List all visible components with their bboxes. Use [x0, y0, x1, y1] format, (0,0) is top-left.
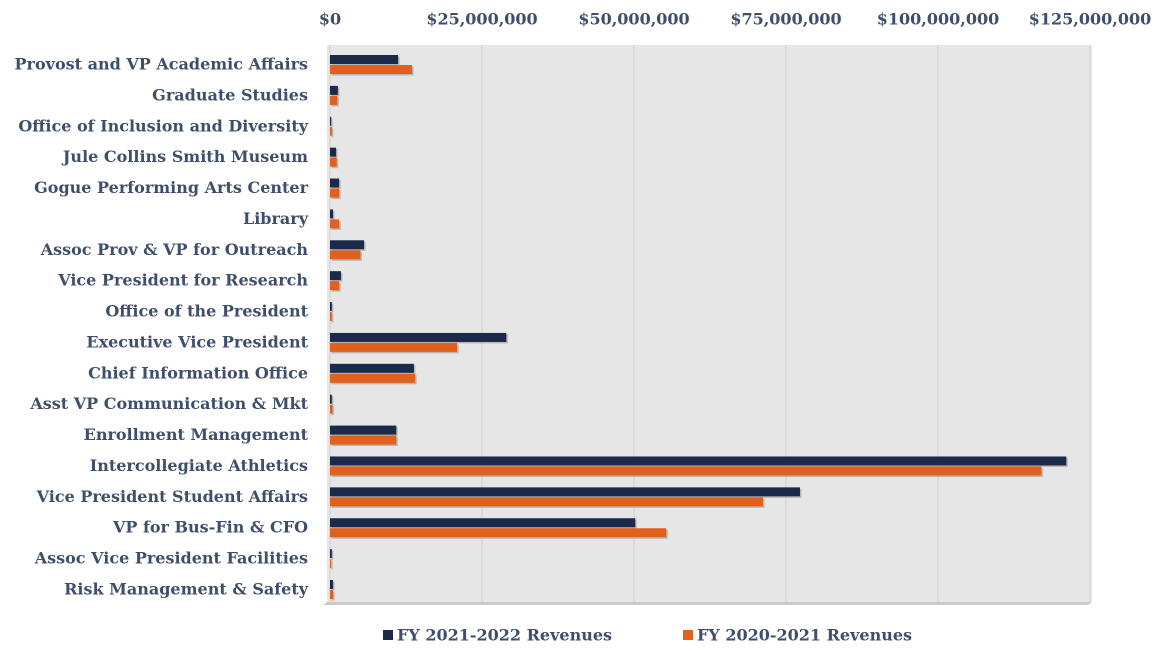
legend-label: FY 2020-2021 Revenues	[697, 626, 912, 645]
y-tick-label: Library	[243, 209, 309, 228]
bar	[330, 342, 458, 352]
plot-floor	[323, 602, 1092, 605]
y-tick-label: Asst VP Communication & Mkt	[29, 394, 308, 413]
bar	[330, 466, 1042, 476]
bar	[330, 157, 337, 167]
bar-shadow	[331, 313, 334, 323]
bar	[330, 404, 333, 414]
bar	[330, 373, 416, 383]
x-tick-label: $100,000,000	[877, 10, 999, 29]
legend-label: FY 2021-2022 Revenues	[397, 626, 612, 645]
bar	[330, 281, 340, 291]
x-tick-label: $25,000,000	[426, 10, 537, 29]
y-tick-label: Chief Information Office	[88, 363, 308, 382]
y-tick-label: Jule Collins Smith Museum	[61, 147, 308, 166]
x-tick-label: $50,000,000	[578, 10, 689, 29]
bar	[330, 240, 365, 250]
y-tick-label: Gogue Performing Arts Center	[34, 178, 308, 197]
bar	[330, 518, 636, 528]
bar	[330, 302, 332, 312]
bar	[330, 209, 334, 219]
y-tick-label: Enrollment Management	[84, 425, 309, 444]
bar	[330, 580, 334, 589]
y-tick-label: Graduate Studies	[152, 85, 308, 104]
bar-shadow	[331, 550, 334, 560]
bar	[330, 271, 341, 281]
bar	[330, 65, 413, 74]
bar	[330, 147, 337, 157]
bar	[330, 456, 1067, 466]
bar	[330, 394, 332, 404]
x-tick-label: $125,000,000	[1029, 10, 1151, 29]
bar	[330, 178, 340, 188]
y-tick-label: Intercollegiate Athletics	[90, 456, 308, 475]
y-tick-label: Risk Management & Safety	[64, 580, 309, 599]
y-tick-label: Office of the President	[105, 302, 308, 321]
bar	[330, 219, 340, 229]
bar	[330, 435, 397, 445]
y-tick-label: VP for Bus-Fin & CFO	[112, 518, 308, 537]
bar	[330, 549, 332, 559]
bar	[330, 425, 397, 435]
bar	[330, 250, 361, 260]
bar	[330, 332, 507, 342]
bar	[330, 590, 334, 599]
bar-shadow	[331, 128, 334, 138]
y-tick-label: Assoc Vice President Facilities	[34, 549, 308, 568]
bar-shadow	[331, 406, 334, 416]
bar-shadow	[331, 118, 333, 128]
bar-shadow	[331, 303, 334, 313]
bar	[330, 497, 763, 507]
bar	[330, 559, 332, 569]
bar	[330, 55, 399, 64]
bar-shadow	[331, 560, 333, 570]
y-tick-label: Executive Vice President	[86, 332, 308, 351]
y-tick-label: Assoc Prov & VP for Outreach	[40, 240, 309, 259]
bar	[330, 312, 332, 322]
y-tick-label: Provost and VP Academic Affairs	[15, 55, 308, 74]
legend-swatch	[683, 630, 693, 640]
y-tick-label: Office of Inclusion and Diversity	[18, 116, 308, 135]
bar	[330, 95, 338, 105]
bar	[330, 487, 800, 497]
bar	[330, 528, 667, 538]
x-tick-label: $75,000,000	[730, 10, 841, 29]
bar-shadow	[331, 396, 334, 406]
y-tick-label: Vice President Student Affairs	[36, 487, 308, 506]
bar	[330, 126, 332, 136]
x-tick-label: $0	[319, 10, 341, 29]
legend-swatch	[383, 630, 393, 640]
bar	[330, 188, 340, 198]
y-tick-label: Vice President for Research	[57, 271, 308, 290]
bar	[330, 363, 414, 373]
bar	[330, 85, 338, 95]
bar	[330, 116, 332, 126]
